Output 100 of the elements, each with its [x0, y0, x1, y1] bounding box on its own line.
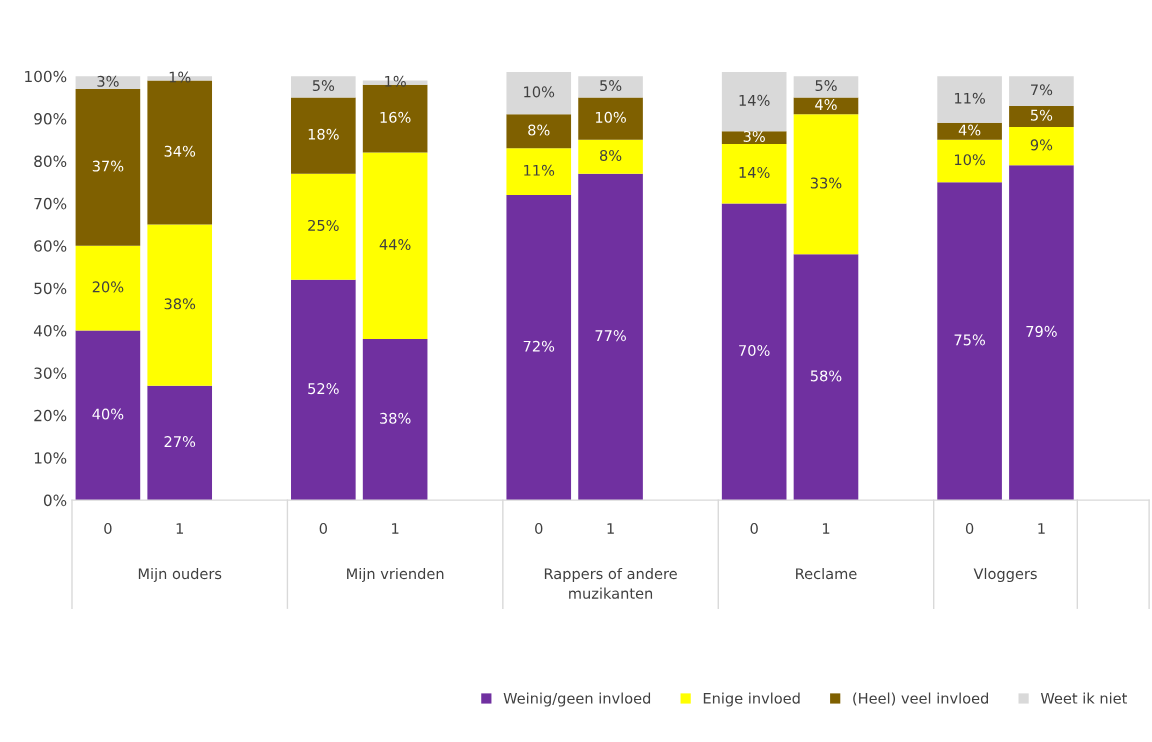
bar	[793, 76, 859, 98]
data-label: 11%	[524, 164, 555, 176]
x-tick-label: 1	[1038, 523, 1045, 534]
text: Mijn vrienden	[347, 567, 444, 583]
data-label: 79%	[1026, 325, 1057, 337]
bar	[291, 97, 356, 174]
data-label: 37%	[92, 160, 124, 172]
bar	[793, 254, 859, 501]
y-tick-label: 0%	[43, 494, 67, 507]
text: Rappers of andere muzikanten	[544, 567, 677, 599]
data-label: 3%	[743, 130, 765, 142]
bar	[1009, 76, 1074, 106]
y-tick-label: 20%	[34, 409, 67, 422]
bar	[506, 114, 572, 149]
bar	[362, 339, 428, 501]
data-label: 52%	[308, 383, 339, 395]
data-label: 44%	[379, 238, 411, 250]
bar	[937, 182, 1002, 501]
y-tick-label: 30%	[34, 367, 67, 379]
data-label: 72%	[523, 340, 555, 352]
bar	[506, 71, 572, 115]
bar	[147, 385, 213, 501]
data-label: 34%	[164, 145, 196, 157]
data-label: 5%	[312, 80, 335, 92]
bar	[291, 279, 356, 501]
bar	[937, 76, 1002, 123]
x-tick-label: 0	[965, 522, 974, 535]
y-tick-label: 80%	[34, 155, 67, 168]
data-label: 1%	[169, 71, 191, 83]
text: Reclame	[796, 567, 857, 580]
text: Vloggers	[973, 567, 1037, 583]
data-label: 5%	[1030, 109, 1053, 121]
x-tick-label: 0	[319, 522, 327, 535]
data-label: 10%	[524, 86, 555, 98]
x-tick-label: 1	[392, 523, 399, 534]
data-label: 33%	[810, 177, 842, 189]
bar	[75, 76, 141, 89]
data-label: 25%	[308, 219, 339, 231]
data-label: 7%	[1031, 84, 1053, 96]
data-label: 4%	[815, 99, 837, 111]
data-label: 77%	[595, 330, 626, 342]
data-label: 11%	[955, 92, 985, 104]
x-tick-label: 1	[176, 523, 183, 534]
data-label: 58%	[810, 370, 842, 382]
data-label: 20%	[92, 281, 124, 293]
bar	[721, 203, 787, 501]
text: Mijn ouders	[138, 567, 222, 583]
bar	[578, 173, 643, 501]
x-tick-label: 0	[104, 522, 112, 535]
bar	[793, 97, 859, 115]
data-label: 10%	[955, 154, 985, 166]
data-label: 5%	[815, 80, 837, 92]
data-label: 27%	[164, 436, 196, 448]
data-label: 10%	[595, 111, 626, 123]
bar	[291, 76, 356, 98]
data-label: 14%	[739, 94, 770, 106]
legend-label: Weinig/geen invloed	[503, 692, 651, 707]
bar	[362, 152, 428, 340]
x-tick-label: 0	[535, 522, 543, 535]
bar	[506, 194, 572, 501]
bar	[937, 139, 1002, 183]
data-label: 70%	[739, 344, 770, 356]
bar	[721, 131, 787, 145]
data-label: 75%	[954, 334, 985, 346]
bar	[578, 97, 643, 140]
y-tick-label: 90%	[34, 113, 67, 125]
data-label: 9%	[1030, 139, 1053, 151]
data-label: 1%	[385, 75, 406, 87]
x-tick-label: 1	[607, 523, 614, 534]
bar	[721, 144, 787, 204]
bar	[291, 173, 356, 280]
bar	[1009, 127, 1074, 166]
x-tick-label: 0	[750, 522, 758, 535]
data-label: 14%	[739, 166, 770, 178]
y-tick-label: 10%	[34, 452, 67, 464]
bar	[793, 114, 859, 255]
data-label: 8%	[528, 124, 550, 136]
legend-label: (Heel) veel invloed	[853, 692, 988, 706]
data-label: 40%	[92, 408, 124, 420]
data-label: 18%	[308, 128, 339, 140]
bar	[721, 71, 787, 132]
bar	[578, 76, 643, 98]
bar	[578, 139, 643, 174]
bar	[506, 148, 572, 195]
y-tick-label: 70%	[34, 197, 67, 210]
data-label: 38%	[164, 298, 196, 310]
bar	[75, 245, 141, 331]
data-label: 16%	[380, 111, 411, 123]
x-tick-label: 1	[822, 523, 830, 534]
bar	[1009, 165, 1074, 501]
bar	[937, 122, 1002, 140]
bar	[147, 224, 213, 386]
y-tick-label: 50%	[34, 282, 67, 295]
bar	[75, 88, 141, 246]
bar	[1009, 105, 1074, 128]
data-label: 3%	[97, 75, 119, 87]
legend-label: Weet ik niet	[1040, 692, 1128, 704]
data-label: 38%	[380, 412, 411, 424]
y-tick-label: 100%	[25, 70, 67, 83]
data-label: 5%	[600, 80, 622, 92]
